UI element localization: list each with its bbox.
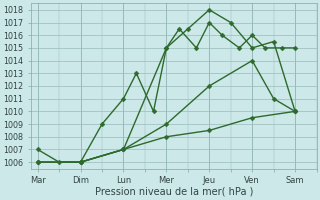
- X-axis label: Pression niveau de la mer( hPa ): Pression niveau de la mer( hPa ): [95, 187, 253, 197]
